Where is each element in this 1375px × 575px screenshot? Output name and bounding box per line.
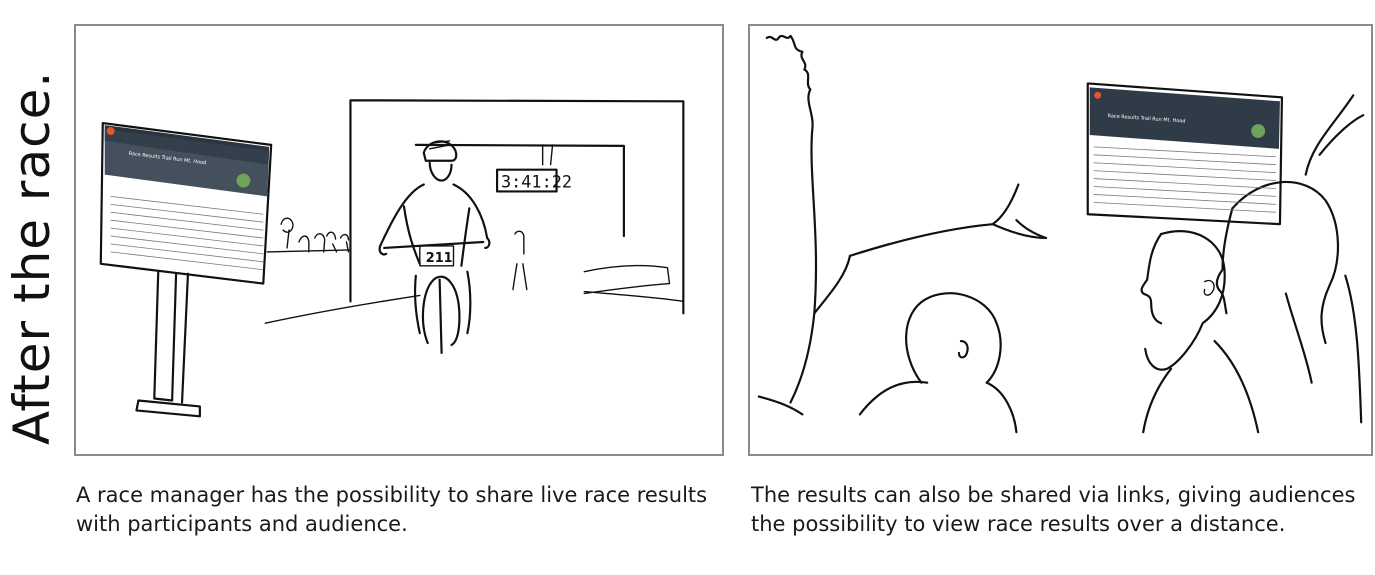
caption-left: A race manager has the possibility to sh… bbox=[76, 483, 708, 536]
results-heading-right: Race Results Trail Run Mt. Hood bbox=[1107, 113, 1185, 124]
storyboard-panel-left: 3:41:22 211 Race Results Trail Run Mt. H… bbox=[74, 24, 724, 456]
bib-number: 211 bbox=[426, 251, 453, 266]
results-display-left: Race Results Trail Run Mt. Hood bbox=[99, 122, 273, 418]
finish-clock-text: 3:41:22 bbox=[501, 171, 572, 191]
sketch-race-finish: 3:41:22 211 Race Results Trail Run Mt. H… bbox=[99, 99, 685, 418]
side-title: After the race. bbox=[3, 70, 61, 445]
results-display-right: Race Results Trail Run Mt. Hood bbox=[1086, 82, 1284, 226]
caption-right: The results can also be shared via links… bbox=[751, 483, 1356, 536]
storyboard-panel-right: Race Results Trail Run Mt. Hood bbox=[748, 24, 1373, 456]
sketch-viewers: Race Results Trail Run Mt. Hood bbox=[757, 34, 1365, 434]
